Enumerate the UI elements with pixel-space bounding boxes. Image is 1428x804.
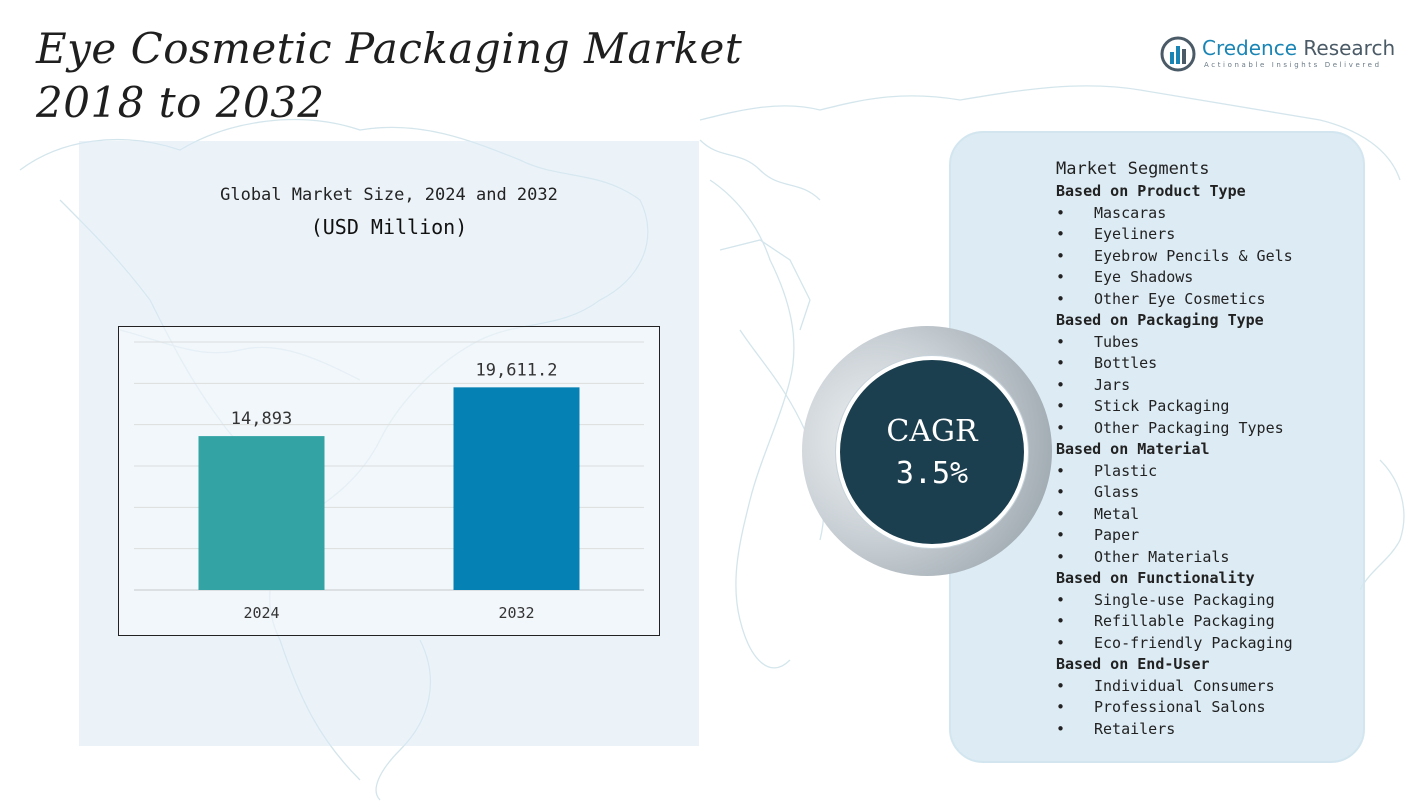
segment-list-item: Eco-friendly Packaging bbox=[1056, 633, 1376, 655]
segment-list-item: Other Materials bbox=[1056, 547, 1376, 569]
segment-group-title: Based on Packaging Type bbox=[1056, 311, 1264, 329]
page-title: Eye Cosmetic Packaging Market 2018 to 20… bbox=[36, 22, 796, 130]
segment-list-item: Individual Consumers bbox=[1056, 676, 1376, 698]
market-segments-list: Market Segments Based on Product Type Mas… bbox=[1056, 158, 1376, 740]
cagr-label: CAGR bbox=[886, 414, 978, 449]
title-line-1: Eye Cosmetic Packaging Market bbox=[36, 24, 743, 73]
segment-list-item: Eyeliners bbox=[1056, 224, 1376, 246]
segment-list-item: Single-use Packaging bbox=[1056, 590, 1376, 612]
title-line-2: 2018 to 2032 bbox=[36, 78, 325, 127]
cagr-badge: CAGR 3.5% bbox=[836, 356, 1028, 548]
segment-list-item: Retailers bbox=[1056, 719, 1376, 741]
brand-tagline: Actionable Insights Delivered bbox=[1204, 61, 1382, 69]
segment-list-item: Professional Salons bbox=[1056, 697, 1376, 719]
segment-list-item: Bottles bbox=[1056, 353, 1376, 375]
segment-group-title: Based on End-User bbox=[1056, 655, 1210, 673]
segment-group-title: Based on Material bbox=[1056, 440, 1210, 458]
brand-name-part-1: Credence bbox=[1202, 36, 1298, 60]
chart-panel: Global Market Size, 2024 and 2032 (USD M… bbox=[79, 141, 699, 746]
segments-heading: Market Segments bbox=[1056, 159, 1210, 179]
segment-list-item: Other Eye Cosmetics bbox=[1056, 289, 1376, 311]
bar-2024 bbox=[198, 436, 325, 590]
segment-list-item: Plastic bbox=[1056, 461, 1376, 483]
segment-list-item: Jars bbox=[1056, 375, 1376, 397]
bar-2032 bbox=[453, 387, 580, 590]
cagr-value: 3.5% bbox=[895, 456, 969, 491]
segment-list-item: Eye Shadows bbox=[1056, 267, 1376, 289]
chart-title: Global Market Size, 2024 and 2032 bbox=[220, 185, 558, 205]
segment-list-item: Tubes bbox=[1056, 332, 1376, 354]
segment-list-item: Refillable Packaging bbox=[1056, 611, 1376, 633]
segment-list-item: Metal bbox=[1056, 504, 1376, 526]
segment-list-item: Mascaras bbox=[1056, 203, 1376, 225]
segment-list-item: Other Packaging Types bbox=[1056, 418, 1376, 440]
brand-name-part-2: Research bbox=[1303, 36, 1396, 60]
data-label: 19,611.2 bbox=[476, 360, 558, 380]
segment-list-item: Glass bbox=[1056, 482, 1376, 504]
x-tick-label: 2024 bbox=[243, 604, 279, 622]
chart-unit: (USD Million) bbox=[310, 215, 468, 239]
x-tick-label: 2032 bbox=[498, 604, 534, 622]
segment-list-item: Paper bbox=[1056, 525, 1376, 547]
bar-chart: 14,893 2024 19,611.2 2032 bbox=[134, 341, 644, 622]
bar-chart-circle-icon bbox=[1160, 36, 1196, 72]
segment-group-title: Based on Functionality bbox=[1056, 569, 1255, 587]
segment-list-item: Eyebrow Pencils & Gels bbox=[1056, 246, 1376, 268]
segment-group-title: Based on Product Type bbox=[1056, 182, 1246, 200]
brand-logo: Credence Research Actionable Insights De… bbox=[1160, 36, 1400, 76]
segment-list-item: Stick Packaging bbox=[1056, 396, 1376, 418]
brand-name: Credence Research bbox=[1202, 36, 1395, 60]
data-label: 14,893 bbox=[231, 409, 292, 429]
